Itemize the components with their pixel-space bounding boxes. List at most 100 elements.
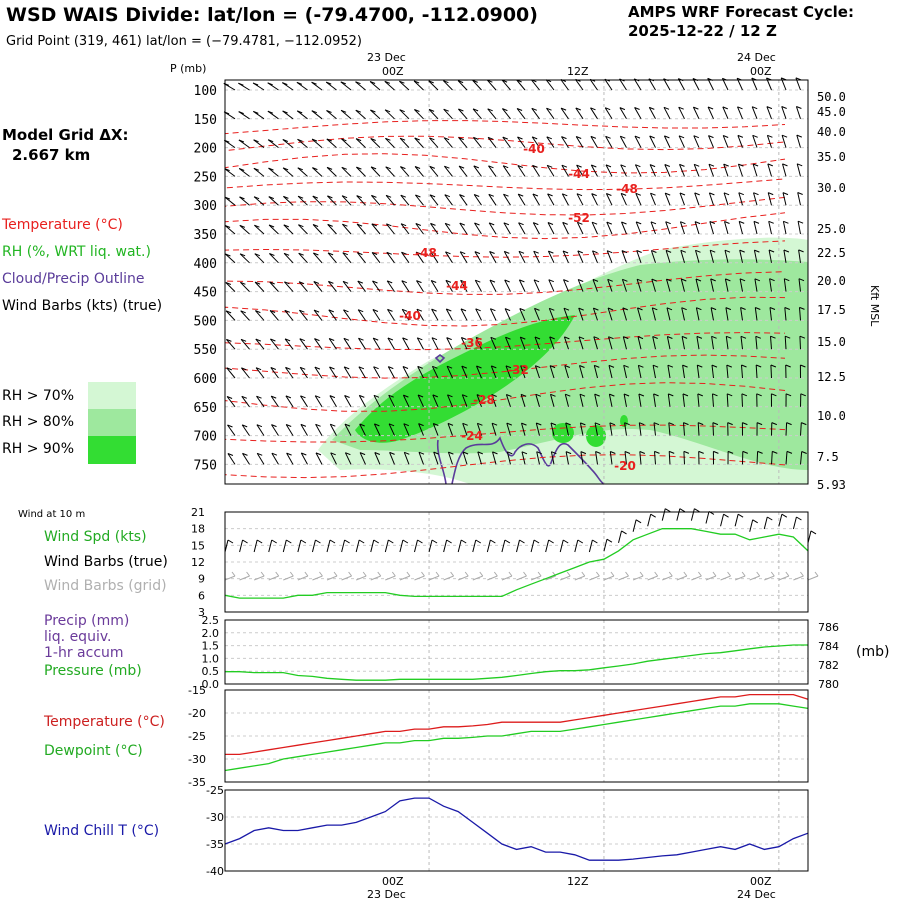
- rh90-blob-1: [552, 423, 574, 443]
- wind-barb: [768, 164, 772, 177]
- wind-barb-grid: [356, 576, 366, 580]
- wind-barb-grid: [648, 576, 658, 580]
- wind-barb-grid-flag: [232, 572, 235, 576]
- wind-barb-grid: [458, 576, 468, 580]
- wind10-gridlines: [225, 512, 808, 612]
- pressure-tick-label: 550: [194, 343, 217, 358]
- wind-barb-true: [735, 514, 738, 526]
- wind-barb-true: [575, 540, 578, 552]
- axis-tick-label: 18: [191, 523, 205, 536]
- wind-barb-grid-flag: [567, 572, 570, 576]
- wind-barb-grid-flag: [757, 572, 760, 576]
- wind-barb: [341, 139, 351, 148]
- wind-barb: [771, 365, 772, 378]
- height-tick-label: 25.0: [817, 222, 846, 236]
- wind-barb-true-flag: [490, 540, 495, 543]
- wind-barb-true-flag: [782, 514, 787, 517]
- wind-barb-grid-flag: [305, 572, 308, 576]
- temperature-contour-label: -48: [415, 246, 437, 260]
- wind-barb-true-flag: [447, 540, 452, 543]
- axis-tick-label: 780: [818, 678, 839, 691]
- wind-barb-grid-flag: [713, 572, 716, 576]
- wind-barb-true: [633, 520, 636, 532]
- temperature-contour-label: -52: [568, 211, 590, 225]
- wind-barb-grid: [283, 576, 293, 580]
- wind-barb: [254, 168, 264, 176]
- wind-barb-grid-flag: [480, 572, 483, 576]
- wind-barb-grid-flag: [494, 572, 497, 576]
- wind-barb: [341, 110, 351, 119]
- wind-barb: [298, 139, 308, 147]
- wind-barb-true-flag: [738, 514, 743, 517]
- pressure-tick-label: 350: [194, 228, 217, 243]
- wind-barb-grid: [254, 576, 264, 580]
- wind-barb-true-flag: [359, 540, 364, 543]
- temperature-contour: [225, 179, 785, 196]
- wind-barb-grid: [808, 576, 818, 580]
- wind-barb-grid: [371, 576, 381, 580]
- wind-barb: [312, 168, 322, 177]
- height-tick-label: 17.5: [817, 303, 846, 317]
- wind-barb: [798, 221, 800, 234]
- height-tick-label: 30.0: [817, 181, 846, 195]
- cross-section-panel: -40-44-48-52-48-44-40-36-32-28-24-20 100…: [194, 78, 846, 492]
- wind-barb-grid-flag: [771, 572, 774, 576]
- wind-barb-true: [764, 517, 767, 529]
- wind-barb: [327, 111, 337, 119]
- wind-barb: [356, 82, 366, 90]
- axis-tick-label: -25: [206, 784, 224, 797]
- wind-barb-grid: [735, 576, 745, 580]
- wind-barb-grid: [531, 576, 541, 580]
- axis-tick-label: 15: [191, 539, 205, 552]
- wind-barb-grid-flag: [655, 572, 658, 576]
- wind-barb-true-flag: [724, 514, 729, 517]
- wind-barb-true-flag: [694, 509, 699, 512]
- wind-barb: [225, 254, 235, 263]
- wind-barb: [283, 111, 293, 119]
- wind-barb-grid-flag: [669, 572, 672, 576]
- wind-barb: [713, 423, 714, 436]
- wind-barb-true: [517, 540, 520, 552]
- wind-barb-grid: [414, 576, 424, 580]
- axis-tick-label: 1.0: [202, 652, 220, 665]
- pressure-tick-label: 150: [194, 113, 217, 128]
- wind-barb-true: [269, 540, 272, 552]
- temperature-contour-label: -40: [523, 142, 545, 156]
- wind-barb: [327, 139, 337, 148]
- wind-barb: [254, 225, 264, 234]
- wind-barb: [240, 225, 250, 234]
- wind-barb: [312, 82, 322, 90]
- temperature-contour: [225, 197, 785, 221]
- wind-barb-grid-flag: [538, 572, 541, 576]
- height-tick-label: 5.93: [817, 478, 846, 492]
- wind-barb-true-flag: [563, 540, 568, 543]
- precip-gridlines: [225, 620, 808, 684]
- wind-barb-grid: [721, 576, 731, 580]
- height-tick-label: 40.0: [817, 125, 846, 139]
- temperature-contour: [225, 121, 785, 136]
- wind-barb-grid: [429, 576, 439, 580]
- temperature-contour-label: -24: [461, 429, 483, 443]
- wind-barb-grid-flag: [276, 572, 279, 576]
- wind-barb-true-flag: [345, 540, 350, 543]
- wind-barb-true: [677, 509, 680, 521]
- wind-barb-true: [385, 540, 388, 552]
- axis-tick-label: 9: [198, 573, 205, 586]
- pressure-tick-label: 100: [194, 84, 217, 99]
- temperature-frame: [225, 690, 808, 782]
- wind-barb: [739, 193, 743, 206]
- wind-barb-true-flag: [286, 540, 291, 543]
- height-tick-label: 7.5: [817, 450, 839, 464]
- pressure-tick-label: 400: [194, 257, 217, 272]
- wind-barb-grid-flag: [640, 572, 643, 576]
- wind-barb-true: [487, 540, 490, 552]
- wind-barb-grid-flag: [290, 572, 293, 576]
- wind-barb-true-flag: [330, 540, 335, 543]
- wind-barb-true: [662, 509, 665, 521]
- wind-barb-true-flag: [753, 520, 758, 523]
- wind-barb-true-flag: [607, 539, 612, 542]
- wind-barb-grid: [444, 576, 454, 580]
